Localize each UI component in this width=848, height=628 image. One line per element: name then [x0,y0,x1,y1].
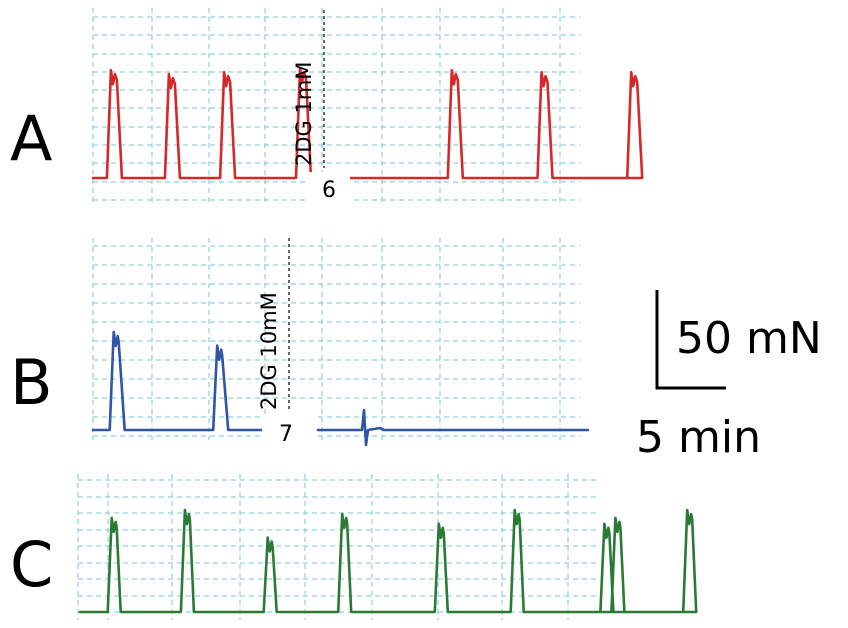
grid-panel-c [77,474,596,620]
trace-panel-b-after-drug [316,408,590,447]
scale-bar [655,290,726,390]
marker-box-a [306,172,350,204]
panel-letter-c: C [10,528,53,601]
drug-label-a: 2DG 1mM [292,62,316,166]
trace-panel-b-before-drug [91,330,264,432]
panel-letter-b: B [10,346,53,419]
scale-time-label: 5 min [636,412,761,463]
scale-force-label: 50 mN [676,313,822,364]
marker-label-b: 7 [279,422,293,447]
trace-panel-a [91,66,644,180]
marker-box-b [262,416,314,448]
panel-letter-a: A [10,102,52,175]
marker-label-a: 6 [322,178,336,203]
grid-panel-b [92,238,580,440]
drug-label-b: 2DG 10mM [257,292,281,410]
trace-panel-c [78,508,698,614]
